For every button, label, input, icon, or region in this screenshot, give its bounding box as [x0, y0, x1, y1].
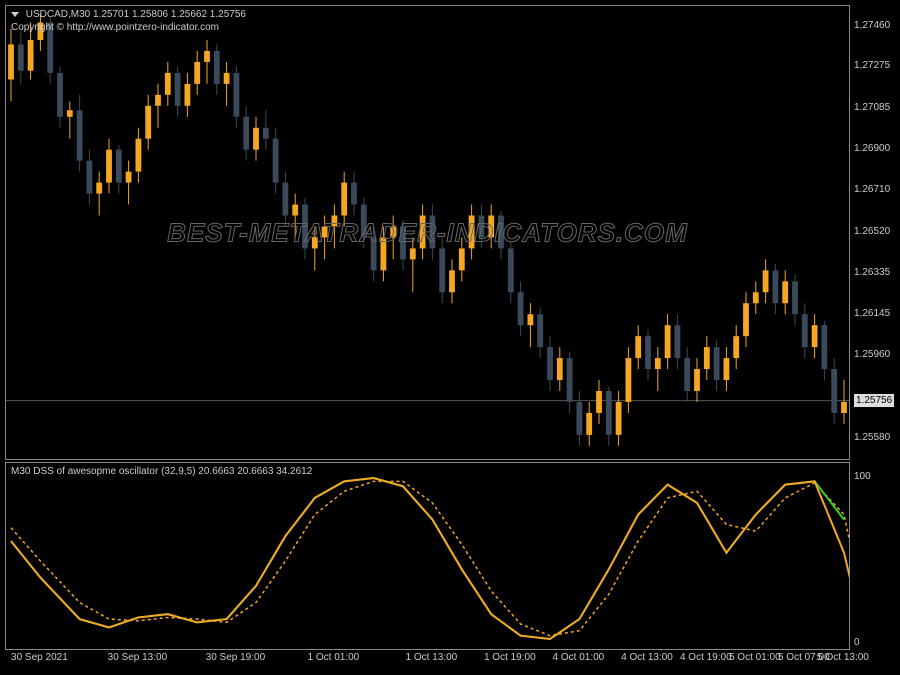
copyright-text: Copyright © http://www.pointzero-indicat… [11, 22, 219, 33]
main-y-axis: 1.274601.272751.270851.269001.267101.265… [852, 5, 897, 460]
x-axis: 30 Sep 202130 Sep 13:0030 Sep 19:001 Oct… [5, 652, 850, 672]
oscillator-title: M30 DSS of awesopme oscillator (32,9,5) … [11, 466, 312, 477]
ohlc-text: 1.25701 1.25806 1.25662 1.25756 [93, 9, 246, 20]
candlestick-svg [6, 6, 849, 459]
sub-y-axis: 0100 [852, 462, 897, 650]
main-price-panel[interactable]: USDCAD,M30 1.25701 1.25806 1.25662 1.257… [5, 5, 850, 460]
symbol-header: USDCAD,M30 1.25701 1.25806 1.25662 1.257… [11, 9, 246, 20]
chart-container: USDCAD,M30 1.25701 1.25806 1.25662 1.257… [0, 0, 900, 675]
symbol-text: USDCAD,M30 [26, 9, 90, 20]
oscillator-panel[interactable]: M30 DSS of awesopme oscillator (32,9,5) … [5, 462, 850, 650]
oscillator-svg [6, 463, 849, 649]
dropdown-icon[interactable] [11, 12, 19, 17]
